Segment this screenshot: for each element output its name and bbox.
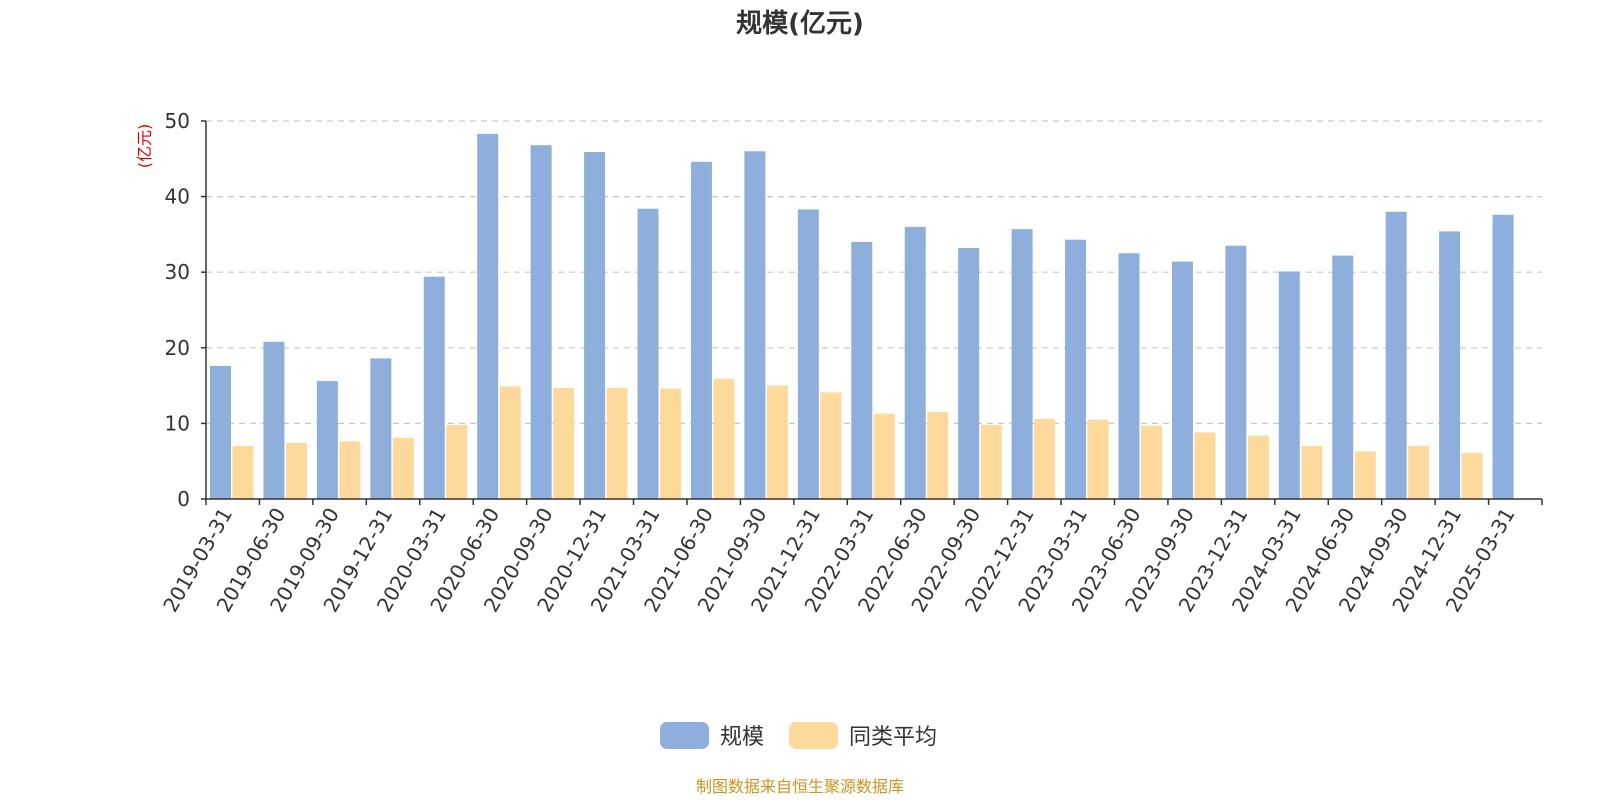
- y-tick-labels: 0 10 20 30 40 50: [165, 109, 190, 511]
- bar-peer-average[interactable]: [1301, 446, 1323, 499]
- bar-peer-average[interactable]: [339, 441, 361, 499]
- bar-scale[interactable]: [423, 276, 445, 499]
- bar-scale[interactable]: [584, 151, 606, 499]
- bar-peer-average[interactable]: [1034, 418, 1056, 499]
- bar-scale[interactable]: [370, 358, 392, 499]
- bar-scale[interactable]: [1011, 229, 1033, 499]
- legend-label-scale[interactable]: 规模: [720, 725, 764, 750]
- bar-peer-average[interactable]: [232, 446, 254, 499]
- bar-peer-average[interactable]: [553, 387, 575, 499]
- bar-peer-average[interactable]: [820, 392, 842, 499]
- bar-scale[interactable]: [744, 151, 766, 500]
- bar-peer-average[interactable]: [1140, 425, 1162, 499]
- bar-scale[interactable]: [316, 381, 338, 499]
- bar-peer-average[interactable]: [606, 387, 628, 499]
- bar-scale[interactable]: [851, 241, 873, 499]
- bar-peer-average[interactable]: [392, 437, 414, 499]
- bar-scale[interactable]: [210, 365, 231, 499]
- bar-scale[interactable]: [904, 226, 926, 499]
- bar-peer-average[interactable]: [873, 413, 895, 499]
- bar-peer-average[interactable]: [285, 443, 307, 499]
- source-note: 制图数据来自恒生聚源数据库: [696, 777, 904, 796]
- bar-peer-average[interactable]: [499, 386, 521, 499]
- y-tick-label: 10: [165, 411, 190, 435]
- bar-scale[interactable]: [1171, 261, 1193, 499]
- bar-peer-average[interactable]: [1354, 451, 1376, 499]
- legend-swatch-peer-average[interactable]: [789, 722, 838, 749]
- chart-title: 规模(亿元): [736, 9, 864, 39]
- legend-swatch-scale[interactable]: [660, 722, 709, 749]
- bar-scale[interactable]: [637, 208, 659, 500]
- y-tick-label: 40: [165, 185, 190, 209]
- bar-scale[interactable]: [1065, 239, 1087, 499]
- bars: [210, 133, 1514, 500]
- bar-peer-average[interactable]: [660, 388, 682, 499]
- bar-peer-average[interactable]: [713, 378, 735, 499]
- bar-scale[interactable]: [1278, 271, 1300, 499]
- bar-scale[interactable]: [958, 248, 980, 499]
- bar-scale[interactable]: [477, 133, 499, 500]
- bar-scale[interactable]: [1225, 245, 1247, 499]
- bar-peer-average[interactable]: [446, 424, 468, 499]
- bar-peer-average[interactable]: [1461, 452, 1483, 499]
- bar-scale[interactable]: [263, 341, 285, 499]
- bar-peer-average[interactable]: [766, 385, 788, 499]
- bar-peer-average[interactable]: [980, 424, 1002, 499]
- y-axis-unit: (亿元): [135, 124, 154, 169]
- bar-scale[interactable]: [797, 209, 819, 499]
- bar-scale[interactable]: [690, 161, 712, 499]
- y-tick-label: 0: [177, 487, 190, 511]
- bar-peer-average[interactable]: [1408, 446, 1430, 499]
- bar-scale[interactable]: [1332, 255, 1354, 499]
- legend: 规模 同类平均: [660, 722, 937, 750]
- legend-label-peer-average[interactable]: 同类平均: [849, 725, 937, 750]
- bar-peer-average[interactable]: [1194, 432, 1216, 499]
- bar-peer-average[interactable]: [1247, 435, 1269, 499]
- bar-scale[interactable]: [530, 145, 552, 499]
- bar-peer-average[interactable]: [1087, 419, 1109, 499]
- y-tick-label: 20: [165, 336, 190, 360]
- bar-peer-average[interactable]: [927, 412, 949, 499]
- bar-scale[interactable]: [1385, 211, 1407, 499]
- axes: [201, 120, 1543, 505]
- y-tick-label: 50: [165, 109, 190, 133]
- y-tick-label: 30: [165, 260, 190, 284]
- x-tick-labels: 2019-03-312019-06-302019-09-302019-12-31…: [158, 503, 1519, 616]
- bar-scale[interactable]: [1439, 231, 1461, 499]
- bar-scale[interactable]: [1492, 214, 1514, 499]
- bar-scale[interactable]: [1118, 253, 1140, 499]
